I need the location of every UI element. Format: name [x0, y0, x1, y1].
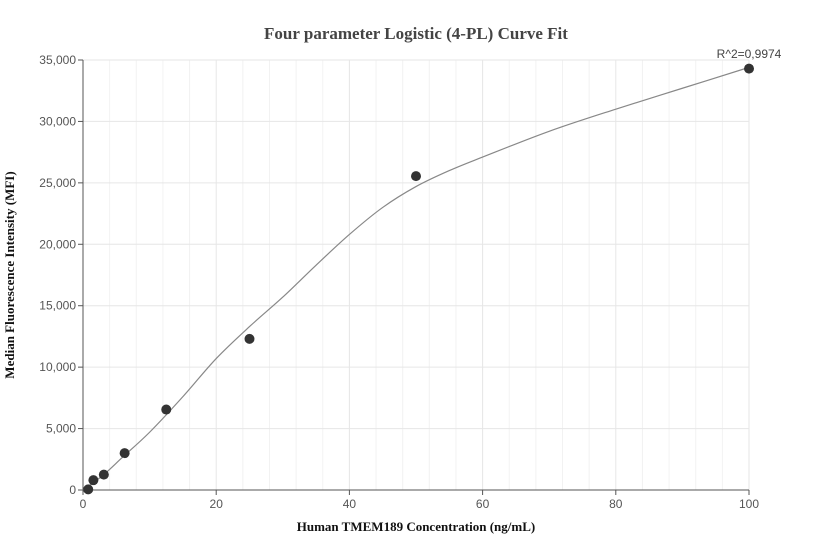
- x-tick-label: 0: [80, 497, 87, 511]
- data-point: [161, 404, 172, 415]
- x-tick-label: 80: [609, 497, 623, 511]
- y-tick-label: 25,000: [39, 176, 76, 190]
- data-point: [88, 475, 99, 486]
- data-point: [119, 448, 130, 459]
- y-tick-label: 0: [69, 483, 76, 497]
- y-tick-label: 5,000: [46, 422, 76, 436]
- x-tick-label: 60: [476, 497, 490, 511]
- data-point: [244, 333, 255, 344]
- data-point: [83, 484, 94, 495]
- data-point: [98, 469, 109, 480]
- y-tick-labels: 0 5,000 10,000 15,000 20,000 25,000 30,000 35,0…: [39, 53, 76, 497]
- major-gridlines: [83, 59, 750, 490]
- minor-gridlines: [109, 60, 723, 490]
- data-points-layer: [83, 63, 754, 495]
- x-tick-label: 20: [210, 497, 224, 511]
- data-point: [744, 63, 754, 74]
- r-squared-annotation: R^2=0,9974: [717, 47, 782, 61]
- y-tick-label: 35,000: [39, 53, 76, 67]
- fit-curve-layer: [82, 66, 750, 491]
- y-tick-label: 15,000: [39, 299, 76, 313]
- x-tick-labels: 0 20 40 60 80 100: [80, 497, 760, 511]
- data-point: [411, 171, 421, 182]
- fit-curve: [82, 66, 750, 491]
- chart-title: Four parameter Logistic (4-PL) Curve Fit: [264, 24, 568, 43]
- y-axis-title: Median Fluorescence Intensity (MFI): [2, 171, 17, 378]
- x-tick-label: 40: [343, 497, 357, 511]
- y-tick-label: 30,000: [39, 114, 76, 128]
- x-tick-label: 100: [739, 497, 759, 511]
- axes: [78, 59, 750, 495]
- x-axis-title: Human TMEM189 Concentration (ng/mL): [297, 519, 535, 534]
- y-tick-label: 10,000: [39, 360, 76, 374]
- y-tick-label: 20,000: [39, 237, 76, 251]
